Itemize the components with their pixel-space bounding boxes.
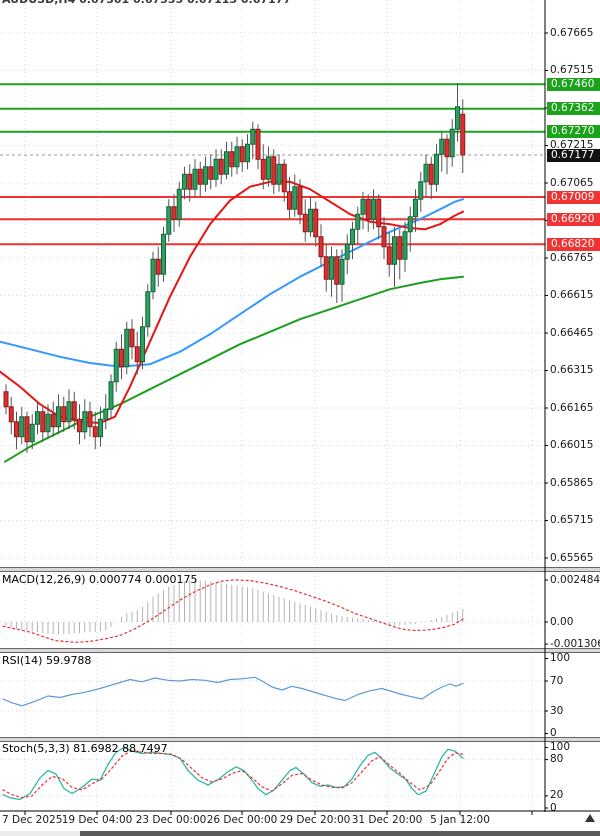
price-axis-label: 0.67215 <box>550 139 594 151</box>
horizontal-scrollbar-thumb[interactable] <box>80 831 600 836</box>
stoch-axis-label: 100 <box>550 741 571 753</box>
price-axis-label: 0.65865 <box>550 476 594 489</box>
stoch-indicator-label: Stoch(5,3,3) 81.6982 88.7497 <box>2 742 168 755</box>
stoch-axis-label: 80 <box>550 753 564 766</box>
macd-axis-label: 0.002484 <box>550 573 600 586</box>
rsi-axis-label: 100 <box>550 652 571 664</box>
price-axis-label: 0.66015 <box>550 439 594 451</box>
rsi-axis-label: 0 <box>550 727 557 739</box>
scroll-to-end-arrow-icon[interactable] <box>585 814 595 822</box>
time-axis-label: 31 Dec 20:00 <box>351 814 423 826</box>
stoch-axis-label: 0 <box>550 801 557 814</box>
price-axis-label: 0.66165 <box>550 401 594 414</box>
macd-axis-label: -0.001306 <box>550 637 600 650</box>
resistance-level-badge: 0.67460 <box>547 77 600 91</box>
support-level-badge: 0.66920 <box>547 212 600 226</box>
price-axis-label: 0.66465 <box>550 326 594 339</box>
price-axis-label: 0.66615 <box>550 289 594 301</box>
price-axis-label: 0.67065 <box>550 176 594 189</box>
resistance-level-badge: 0.67270 <box>547 125 600 139</box>
current-price-badge: 0.67177 <box>547 148 600 162</box>
price-axis-label: 0.67515 <box>550 64 594 76</box>
time-axis-label: 7 Dec 2025 <box>2 814 63 826</box>
stoch-axis-label: 20 <box>550 789 564 802</box>
time-axis-label: 26 Dec 00:00 <box>206 814 278 826</box>
time-axis: 7 Dec 2025 19 Dec 04:00 23 Dec 00:00 26 Dec… <box>0 814 600 830</box>
rsi-indicator-label: RSI(14) 59.9788 <box>2 654 92 667</box>
support-level-badge: 0.67009 <box>547 190 600 204</box>
price-axis-label: 0.65565 <box>550 551 594 564</box>
time-axis-label: 23 Dec 00:00 <box>135 814 207 826</box>
support-level-badge: 0.66820 <box>547 237 600 251</box>
macd-indicator-label: MACD(12,26,9) 0.000774 0.000175 <box>2 573 198 586</box>
time-axis-label: 29 Dec 20:00 <box>279 814 351 826</box>
macd-axis-label: 0.00 <box>550 615 574 628</box>
chart-title: AUDUSD,H4 0.67301 0.67335 0.67115 0.6717… <box>2 0 291 6</box>
rsi-axis-label: 30 <box>550 704 564 717</box>
resistance-level-badge: 0.67362 <box>547 102 600 116</box>
rsi-axis-label: 70 <box>550 674 564 687</box>
price-axis-label: 0.66315 <box>550 364 594 376</box>
price-axis-label: 0.65715 <box>550 514 594 526</box>
time-axis-label: 19 Dec 04:00 <box>61 814 133 826</box>
price-axis-label: 0.67665 <box>550 26 594 39</box>
price-axis-label: 0.66765 <box>550 251 594 264</box>
time-axis-label: 5 Jan 12:00 <box>430 814 490 826</box>
